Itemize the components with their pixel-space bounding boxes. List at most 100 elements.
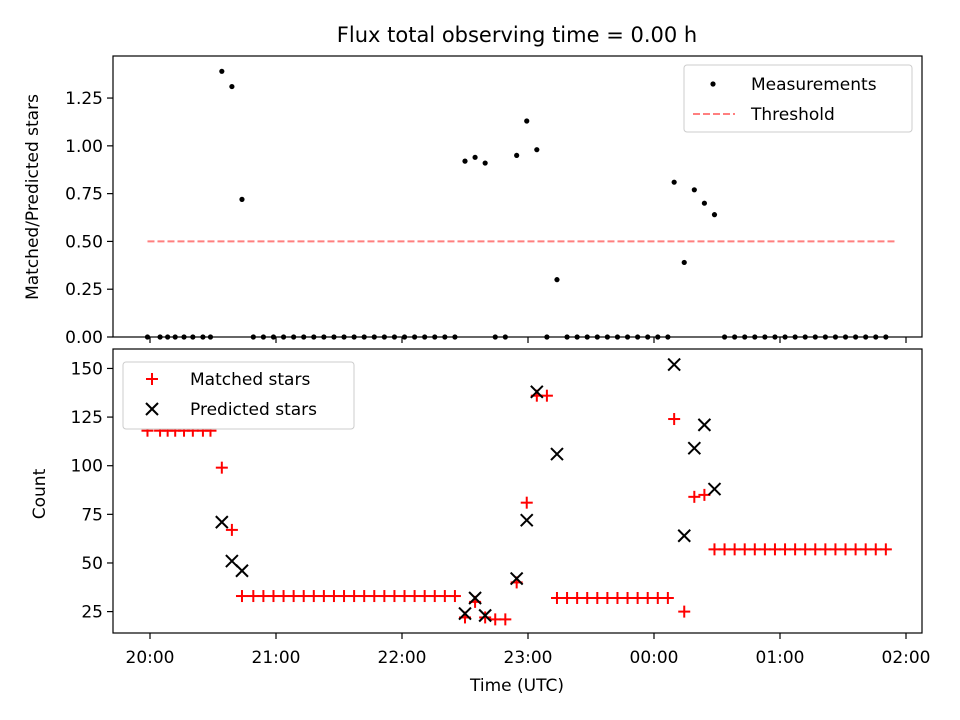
legend-measurements-marker (710, 81, 716, 87)
matched-star-point (789, 543, 802, 556)
matched-star-point (418, 590, 431, 603)
predicted-star-point (520, 513, 534, 527)
matched-star-point (829, 543, 842, 556)
legend-measurements-label: Measurements (751, 75, 877, 95)
measurement-point (711, 212, 718, 218)
top-legend: Measurements Threshold (683, 64, 913, 133)
matched-star-point (550, 591, 563, 604)
measurement-point (691, 187, 697, 193)
predicted-star-point (550, 447, 564, 461)
matched-star-point (768, 543, 781, 556)
predicted-star-point (215, 515, 229, 529)
predicted-star-point (707, 482, 722, 496)
matched-star-point (225, 523, 238, 536)
legend-matched-label: Matched stars (190, 370, 310, 390)
bottom-y-tick-label: 75 (81, 505, 103, 525)
predicted-star-point (677, 529, 691, 543)
measurement-point (701, 200, 708, 206)
measurement-point (219, 68, 225, 74)
matched-star-point (728, 543, 741, 556)
matched-star-point (438, 590, 451, 603)
measurement-point (482, 160, 488, 166)
matched-star-point (651, 591, 664, 604)
legend-predicted-marker (145, 402, 159, 416)
matched-star-point (869, 543, 882, 556)
bottom-x-ticks: 20:00 21:00 22:00 23:00 00:00 01:00 02:00 (126, 633, 931, 668)
matched-star-point (247, 590, 260, 603)
matched-star-point (738, 543, 751, 556)
predicted-star-point (478, 608, 492, 623)
matched-star-point (520, 496, 533, 509)
matched-star-point (591, 591, 604, 604)
predicted-star-point (697, 418, 712, 432)
matched-star-point (368, 590, 381, 603)
top-y-ticks: 0.00 0.25 0.50 0.75 1.00 1.25 (65, 89, 113, 348)
bottom-y-ticks: 25 50 75 100 125 150 (71, 359, 113, 623)
matched-star-point (408, 590, 421, 603)
measurement-point (229, 83, 235, 90)
matched-star-point (499, 613, 512, 626)
top-axes-frame (112, 55, 923, 338)
top-y-axis-label: Matched/Predicted stars (23, 94, 43, 300)
x-tick-label: 21:00 (252, 648, 301, 668)
x-tick-label: 00:00 (630, 648, 679, 668)
x-tick-label: 22:00 (378, 648, 427, 668)
top-x-ticks (149, 337, 907, 343)
matched-star-point (631, 591, 644, 604)
predicted-star-point (687, 441, 702, 455)
measurement-point (554, 277, 560, 283)
matched-star-point (257, 590, 270, 603)
matched-star-point (879, 543, 892, 556)
predicted-star-point (530, 385, 544, 399)
matched-star-point (307, 590, 320, 603)
matched-star-point (327, 590, 340, 603)
x-tick-label: 02:00 (882, 648, 931, 668)
bottom-y-tick-label: 125 (71, 408, 103, 428)
bottom-y-tick-label: 25 (81, 603, 103, 623)
matched-star-point (235, 590, 248, 603)
predicted-star-point (235, 564, 249, 578)
matched-star-point (297, 590, 310, 603)
top-y-tick-label: 0.75 (65, 185, 103, 205)
measurement-point (462, 158, 468, 164)
top-panel: 0.00 0.25 0.50 0.75 1.00 1.25 Matched/Predict… (23, 55, 923, 348)
bottom-legend-frame (122, 361, 355, 430)
matched-star-point (688, 490, 701, 503)
legend-threshold-label: Threshold (750, 105, 835, 125)
matched-star-point (779, 543, 792, 556)
matched-star-point (540, 389, 553, 402)
top-y-tick-label: 0.00 (65, 328, 103, 348)
measurement-point (472, 154, 478, 160)
bottom-marks (141, 357, 892, 626)
matched-star-point (758, 543, 771, 556)
matched-star-point (661, 591, 674, 604)
legend-predicted-label: Predicted stars (190, 400, 317, 420)
bottom-legend: Matched stars Predicted stars (122, 361, 355, 430)
matched-star-point (378, 590, 391, 603)
matched-star-point (849, 543, 862, 556)
matched-star-point (448, 590, 461, 603)
bottom-axes-frame (112, 348, 923, 634)
matched-star-point (479, 611, 492, 624)
x-axis-label: Time (UTC) (469, 676, 564, 696)
matched-star-point (267, 590, 280, 603)
matched-star-point (748, 543, 761, 556)
matched-star-point (388, 590, 401, 603)
top-y-tick-label: 0.50 (65, 232, 103, 252)
bottom-y-tick-label: 150 (71, 359, 103, 379)
top-legend-frame (683, 64, 913, 133)
x-tick-label: 01:00 (756, 648, 805, 668)
matched-star-point (287, 590, 300, 603)
top-y-tick-label: 1.00 (65, 137, 103, 157)
matched-star-point (489, 613, 502, 626)
matched-star-point (571, 591, 584, 604)
matched-star-point (859, 543, 872, 556)
predicted-star-point (458, 606, 472, 621)
matched-star-point (641, 591, 654, 604)
top-y-tick-label: 0.25 (65, 280, 103, 300)
matched-star-point (668, 413, 681, 426)
measurement-point (534, 147, 540, 153)
matched-star-point (581, 591, 594, 604)
matched-star-point (799, 543, 812, 556)
matched-star-point (317, 590, 330, 603)
